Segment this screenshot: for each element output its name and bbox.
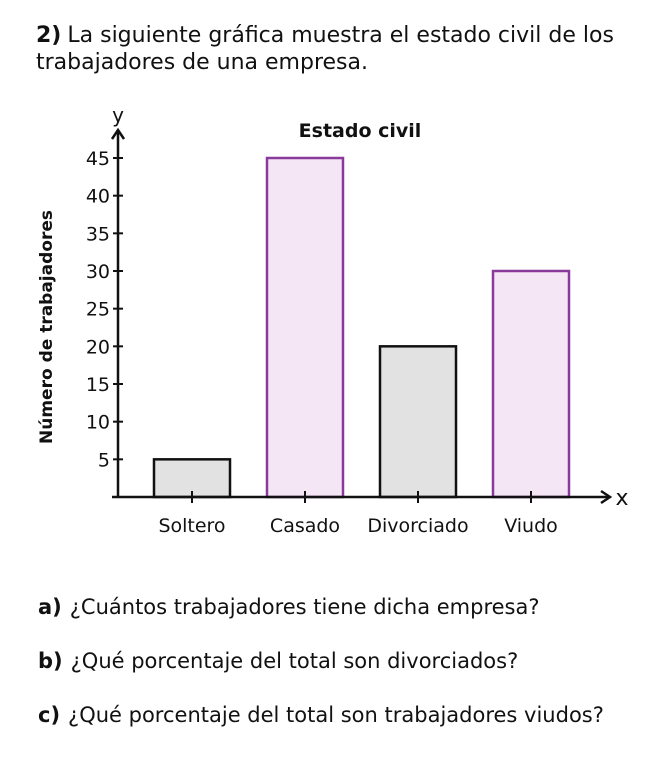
y-axis-letter: y [112,103,124,127]
y-tick-label: 5 [98,449,110,471]
chart-title: Estado civil [299,120,422,142]
y-tick-label: 35 [86,223,110,245]
y-tick-label: 10 [86,412,110,434]
question-letter: b) [38,649,63,673]
y-tick-label: 40 [86,186,110,208]
question-c: c) ¿Qué porcentaje del total son trabajad… [38,700,648,730]
y-axis-label: Número de trabajadores [37,210,57,444]
question-letter: a) [38,595,62,619]
x-tick-label: Soltero [158,515,225,537]
question-letter: c) [38,703,61,727]
problem-statement: 2) La siguiente gráfica muestra el estado… [36,22,636,76]
y-tick-label: 15 [86,374,110,396]
question-text: ¿Qué porcentaje del total son divorciado… [70,649,519,673]
bar-viudo [491,269,571,499]
questions-list: a) ¿Cuántos trabajadores tiene dicha empr… [38,592,648,754]
x-axis-letter: x [615,486,628,511]
bar-chart: Estado civil Número de trabajadores y x 5 10 1… [37,103,629,537]
question-text: ¿Qué porcentaje del total son trabajador… [68,703,604,727]
x-tick-label: Viudo [504,515,558,537]
bar-divorciado [378,345,458,499]
problem-text: La siguiente gráfica muestra el estado c… [36,23,614,75]
question-a: a) ¿Cuántos trabajadores tiene dicha empr… [38,592,648,622]
x-tick-label: Divorciado [367,515,468,537]
x-axis-arrow-icon [600,489,613,505]
y-tick-label: 20 [86,336,110,358]
y-axis-arrow-icon [110,127,126,140]
question-text: ¿Cuántos trabajadores tiene dicha empres… [69,595,540,619]
y-tick-label: 30 [86,261,110,283]
bar-casado [265,156,345,499]
problem-number: 2) [36,23,62,48]
y-tick-label: 45 [86,148,110,170]
y-tick-label: 25 [86,299,110,321]
question-b: b) ¿Qué porcentaje del total son divorcia… [38,646,648,676]
x-tick-label: Casado [270,515,340,537]
